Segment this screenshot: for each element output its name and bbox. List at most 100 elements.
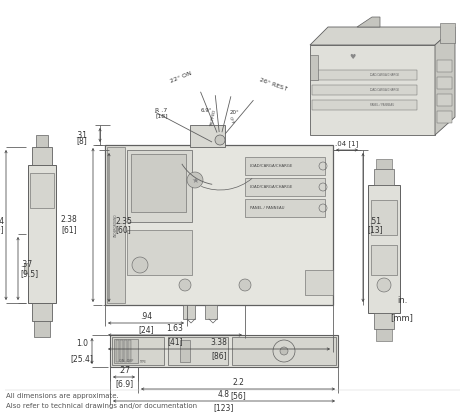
Bar <box>28 165 56 303</box>
Text: [18]: [18] <box>155 114 168 119</box>
Text: 2.2: 2.2 <box>232 378 244 387</box>
Bar <box>112 337 164 365</box>
Bar <box>312 85 417 95</box>
Text: OFF: OFF <box>228 116 234 124</box>
Text: 2.35: 2.35 <box>115 216 132 225</box>
Text: .37: .37 <box>20 260 32 269</box>
Bar <box>437 111 452 123</box>
Text: [86]: [86] <box>211 351 227 360</box>
Text: [19]: [19] <box>0 225 4 235</box>
Circle shape <box>280 347 288 355</box>
Bar <box>245 199 325 217</box>
Text: [56]: [56] <box>230 391 246 400</box>
Text: 6.9°: 6.9° <box>200 107 212 112</box>
Bar <box>376 159 392 169</box>
Text: 1.63: 1.63 <box>166 324 184 333</box>
Text: .74: .74 <box>0 216 4 225</box>
Bar <box>368 185 400 313</box>
Text: [8]: [8] <box>76 136 87 146</box>
Text: in.: in. <box>397 296 407 305</box>
Text: PANEL / PANNEAU: PANEL / PANNEAU <box>370 103 394 107</box>
Bar <box>374 169 394 185</box>
Text: 26° RES↑: 26° RES↑ <box>259 77 288 92</box>
Bar <box>124 340 127 362</box>
Text: ★: ★ <box>191 176 199 185</box>
Bar <box>205 305 217 319</box>
Polygon shape <box>310 27 455 45</box>
Circle shape <box>239 279 251 291</box>
Text: [25.4]: [25.4] <box>70 354 94 363</box>
Text: LOAD/CARGA/CHARGE: LOAD/CARGA/CHARGE <box>250 185 294 189</box>
Bar <box>440 23 455 43</box>
Text: .51: .51 <box>369 216 381 225</box>
Text: R .7: R .7 <box>155 107 167 112</box>
Bar <box>168 337 228 365</box>
Text: Also refer to technical drawings and/or documentation: Also refer to technical drawings and/or … <box>6 403 197 409</box>
Polygon shape <box>435 27 455 135</box>
Bar <box>180 340 190 362</box>
Bar <box>371 245 397 275</box>
Bar <box>190 125 225 147</box>
Text: 2.38: 2.38 <box>60 215 77 225</box>
Text: .94: .94 <box>140 312 152 321</box>
Text: LOAD/CARGA/CHARGE: LOAD/CARGA/CHARGE <box>370 88 400 92</box>
Text: LOAD/CARGA/CHARGE: LOAD/CARGA/CHARGE <box>370 73 400 77</box>
Circle shape <box>215 135 225 145</box>
Text: UNDERGROUND: UNDERGROUND <box>114 213 118 237</box>
Bar <box>183 305 195 319</box>
Bar <box>36 135 48 147</box>
Bar <box>127 150 192 222</box>
Text: .04 [1]: .04 [1] <box>336 140 359 147</box>
Text: TRIPPED: TRIPPED <box>210 109 217 127</box>
Text: .31: .31 <box>75 131 87 139</box>
Text: 1.0: 1.0 <box>76 339 88 348</box>
Bar <box>245 178 325 196</box>
Text: [60]: [60] <box>115 225 131 235</box>
Bar <box>114 339 138 363</box>
Text: [6.9]: [6.9] <box>115 379 133 388</box>
Bar <box>437 77 452 89</box>
Circle shape <box>132 257 148 273</box>
Text: [24]: [24] <box>138 325 154 334</box>
Bar <box>374 313 394 329</box>
Bar <box>232 337 336 365</box>
Circle shape <box>179 279 191 291</box>
Text: PANEL / PANNEAU: PANEL / PANNEAU <box>250 206 285 210</box>
Text: [41]: [41] <box>167 337 183 346</box>
Text: [123]: [123] <box>214 403 234 412</box>
Bar <box>437 94 452 106</box>
Circle shape <box>187 172 203 188</box>
Text: [13]: [13] <box>367 225 383 235</box>
Bar <box>305 270 333 295</box>
Circle shape <box>377 278 391 292</box>
Bar <box>30 173 54 208</box>
Bar <box>116 340 119 362</box>
Text: [61]: [61] <box>62 225 77 235</box>
Polygon shape <box>310 45 435 135</box>
Bar <box>128 340 131 362</box>
Text: 22° ON: 22° ON <box>170 71 192 84</box>
Bar <box>32 303 52 321</box>
Bar <box>371 200 397 235</box>
Polygon shape <box>357 17 380 27</box>
Bar <box>437 60 452 72</box>
Bar <box>34 321 50 337</box>
Bar <box>24 263 28 273</box>
Bar <box>110 335 338 367</box>
Bar <box>131 154 186 212</box>
Text: All dimensions are approximate.: All dimensions are approximate. <box>6 393 119 399</box>
Bar <box>107 147 125 303</box>
Text: .27: .27 <box>118 366 130 375</box>
Bar <box>245 157 325 175</box>
Text: 3.38: 3.38 <box>211 338 227 347</box>
Text: [mm]: [mm] <box>391 313 413 322</box>
Bar <box>312 100 417 110</box>
Bar <box>120 340 123 362</box>
Text: LOAD/CARGA/CHARGE: LOAD/CARGA/CHARGE <box>250 164 294 168</box>
Text: ON  OFF: ON OFF <box>119 359 133 363</box>
Text: 20°: 20° <box>230 109 240 114</box>
Bar <box>376 329 392 341</box>
Bar <box>105 145 333 305</box>
Bar <box>312 70 417 80</box>
Text: 4.8: 4.8 <box>218 390 230 399</box>
